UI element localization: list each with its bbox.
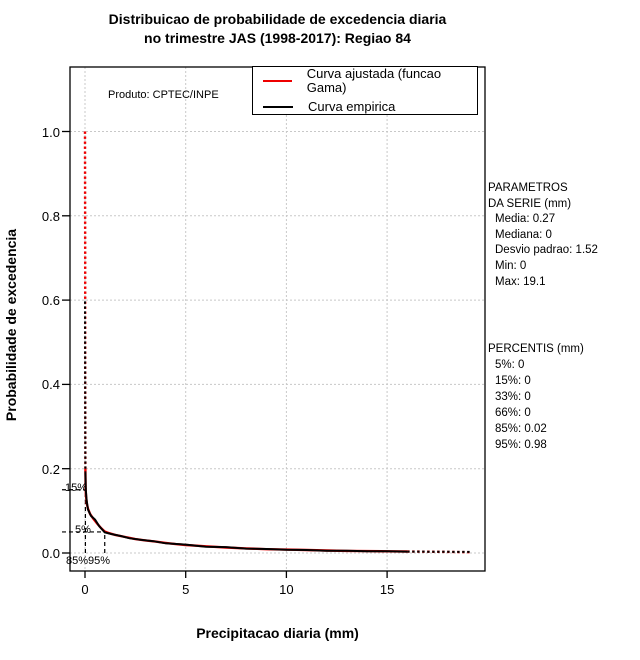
- x-tick-label: 0: [81, 582, 89, 597]
- legend-box: Curva ajustada (funcao Gama) Curva empir…: [252, 66, 478, 115]
- param-desvio: Desvio padrao: 1.52: [495, 244, 598, 257]
- legend-item-empirica: Curva empirica: [263, 100, 477, 114]
- x-axis-label: Precipitacao diaria (mm): [196, 625, 359, 641]
- y-tick-label: 0.4: [41, 377, 60, 393]
- percentil-33: 33%: 0: [495, 391, 531, 403]
- exceedance-5pct-label: 5%: [75, 524, 91, 536]
- legend-item-gamma: Curva ajustada (funcao Gama): [263, 67, 477, 95]
- percentil-15: 15%: 0: [495, 375, 531, 387]
- chart-title-line2: no trimestre JAS (1998-2017): Regiao 84: [144, 30, 411, 46]
- percentis-header: PERCENTIS (mm): [488, 343, 584, 355]
- legend-label-empirica: Curva empirica: [308, 99, 396, 114]
- legend-line-sample-black: [263, 106, 293, 108]
- parametros-header-2: DA SERIE (mm): [488, 197, 572, 210]
- parametros-header-1: PARAMETROS: [488, 182, 568, 194]
- exceedance-15pct-label: 15%: [65, 482, 88, 494]
- percentis-panel: PERCENTIS (mm) 5%: 0 15%: 0 33%: 0 66%: …: [488, 341, 584, 453]
- percentil-95: 95%: 0.98: [495, 439, 547, 451]
- y-tick-label: 0.8: [41, 208, 60, 224]
- y-axis-label: Probabilidade de excedencia: [3, 228, 19, 422]
- x-tick-label: 5: [182, 582, 190, 597]
- param-mediana: Mediana: 0: [495, 228, 552, 241]
- parametros-panel: PARAMETROS DA SERIE (mm) Media: 0.27 Med…: [488, 181, 598, 290]
- y-tick-label: 0.6: [41, 293, 60, 309]
- legend-label-gamma: Curva ajustada (funcao Gama): [306, 66, 442, 95]
- percentile-85-label: 85%: [66, 555, 89, 567]
- chart-title-line1: Distribuicao de probabilidade de exceden…: [108, 11, 447, 27]
- y-tick-label: 0.2: [41, 461, 60, 477]
- param-min: Min: 0: [495, 259, 527, 272]
- product-note: Produto: CPTEC/INPE: [108, 89, 219, 101]
- percentil-5: 5%: 0: [495, 359, 525, 371]
- percentil-85: 85%: 0.02: [495, 423, 547, 435]
- chart-title: Distribuicao de probabilidade de exceden…: [70, 10, 485, 48]
- curve-curva-empirica: [84, 472, 408, 553]
- param-media: Media: 0.27: [495, 213, 556, 226]
- x-tick-label: 10: [279, 582, 294, 597]
- y-tick-label: 0.0: [41, 546, 60, 561]
- percentile-95-label: 95%: [88, 555, 111, 567]
- legend-line-sample-red: [263, 80, 292, 82]
- param-max: Max: 19.1: [495, 275, 546, 288]
- plot-box: [69, 66, 486, 572]
- x-tick-label: 15: [379, 582, 395, 597]
- y-tick-label: 1.0: [41, 124, 60, 140]
- percentil-66: 66%: 0: [495, 407, 531, 419]
